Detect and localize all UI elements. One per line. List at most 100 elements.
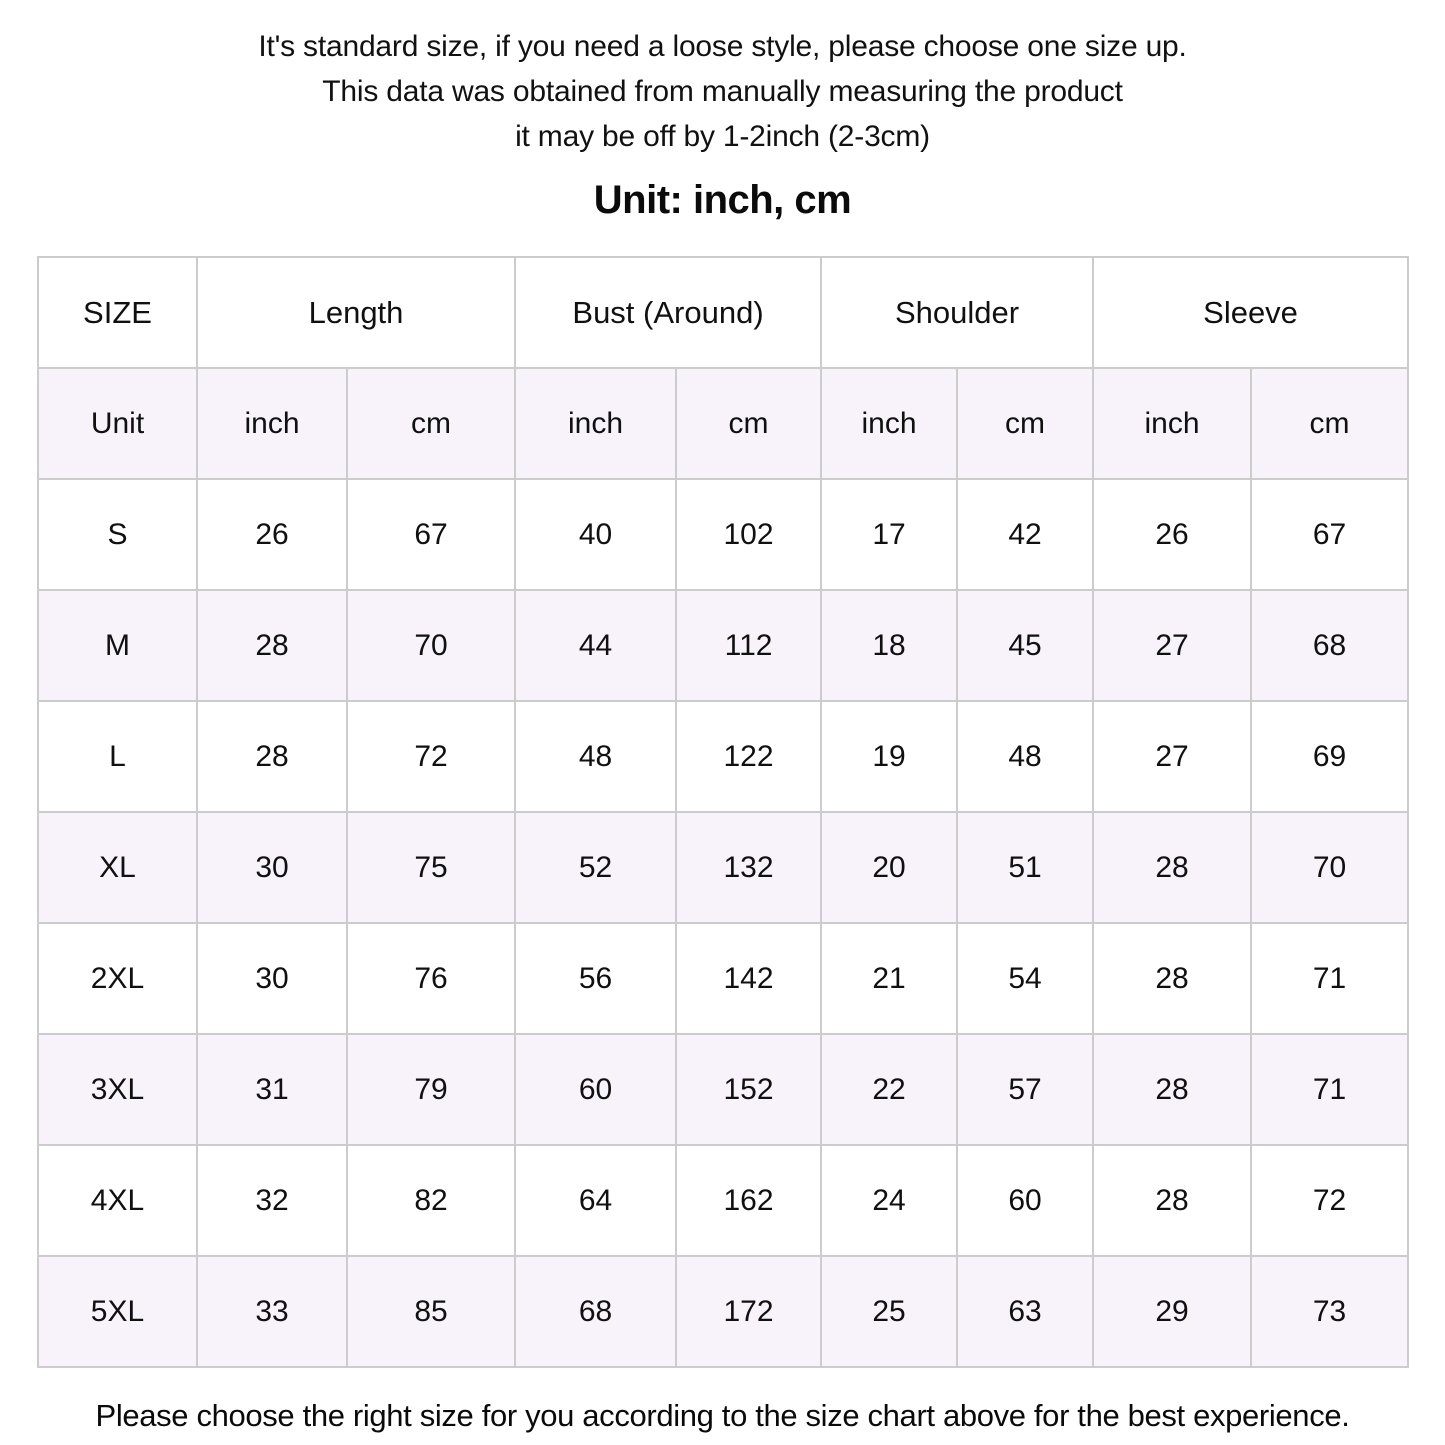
- cell-bust-inch: 68: [514, 1255, 678, 1368]
- cell-bust-cm: 122: [675, 700, 823, 813]
- cell-sleeve-cm: 70: [1250, 811, 1410, 924]
- table-row: 2XL 30 76 56 142 21 54 28 71: [37, 922, 1410, 1035]
- unit-length-cm: cm: [345, 367, 517, 480]
- cell-size: XL: [37, 811, 198, 924]
- cell-sleeve-inch: 28: [1092, 1144, 1253, 1257]
- cell-size: 4XL: [37, 1144, 198, 1257]
- cell-sleeve-cm: 68: [1250, 589, 1410, 702]
- cell-size: L: [37, 700, 198, 813]
- cell-length-inch: 28: [196, 700, 348, 813]
- cell-shoulder-cm: 45: [956, 589, 1095, 702]
- cell-shoulder-inch: 22: [820, 1033, 959, 1146]
- cell-length-cm: 76: [345, 922, 517, 1035]
- cell-sleeve-inch: 29: [1092, 1255, 1253, 1368]
- size-chart-table-container: SIZE Length Bust (Around) Shoulder Sleev…: [37, 256, 1410, 1368]
- cell-shoulder-cm: 54: [956, 922, 1095, 1035]
- cell-sleeve-inch: 28: [1092, 811, 1253, 924]
- cell-sleeve-cm: 73: [1250, 1255, 1410, 1368]
- table-row: 3XL 31 79 60 152 22 57 28 71: [37, 1033, 1410, 1146]
- cell-size: M: [37, 589, 198, 702]
- cell-sleeve-cm: 67: [1250, 478, 1410, 591]
- table-row: L 28 72 48 122 19 48 27 69: [37, 700, 1410, 813]
- cell-sleeve-cm: 71: [1250, 922, 1410, 1035]
- intro-line-3: it may be off by 1-2inch (2-3cm): [515, 120, 930, 153]
- cell-length-cm: 79: [345, 1033, 517, 1146]
- unit-bust-inch: inch: [514, 367, 678, 480]
- cell-shoulder-inch: 20: [820, 811, 959, 924]
- cell-sleeve-inch: 27: [1092, 700, 1253, 813]
- table-unit-row: Unit inch cm inch cm inch cm inch cm: [37, 367, 1410, 480]
- cell-length-cm: 82: [345, 1144, 517, 1257]
- cell-length-inch: 26: [196, 478, 348, 591]
- table-row: S 26 67 40 102 17 42 26 67: [37, 478, 1410, 591]
- intro-line-2: This data was obtained from manually mea…: [322, 75, 1123, 108]
- cell-bust-cm: 142: [675, 922, 823, 1035]
- cell-bust-cm: 162: [675, 1144, 823, 1257]
- header-bust: Bust (Around): [514, 256, 823, 369]
- cell-shoulder-cm: 42: [956, 478, 1095, 591]
- cell-shoulder-inch: 17: [820, 478, 959, 591]
- cell-bust-inch: 48: [514, 700, 678, 813]
- cell-length-cm: 67: [345, 478, 517, 591]
- cell-shoulder-inch: 18: [820, 589, 959, 702]
- cell-length-cm: 75: [345, 811, 517, 924]
- table-row: 5XL 33 85 68 172 25 63 29 73: [37, 1255, 1410, 1368]
- cell-length-inch: 28: [196, 589, 348, 702]
- cell-shoulder-inch: 21: [820, 922, 959, 1035]
- cell-size: 2XL: [37, 922, 198, 1035]
- cell-sleeve-cm: 71: [1250, 1033, 1410, 1146]
- cell-shoulder-cm: 57: [956, 1033, 1095, 1146]
- cell-length-inch: 32: [196, 1144, 348, 1257]
- unit-sleeve-cm: cm: [1250, 367, 1410, 480]
- cell-shoulder-inch: 24: [820, 1144, 959, 1257]
- header-sleeve: Sleeve: [1092, 256, 1410, 369]
- cell-shoulder-cm: 63: [956, 1255, 1095, 1368]
- cell-length-inch: 30: [196, 811, 348, 924]
- intro-paragraph: It's standard size, if you need a loose …: [0, 24, 1445, 159]
- unit-shoulder-cm: cm: [956, 367, 1095, 480]
- cell-size: 3XL: [37, 1033, 198, 1146]
- cell-bust-cm: 112: [675, 589, 823, 702]
- intro-line-1: It's standard size, if you need a loose …: [258, 30, 1187, 63]
- cell-bust-cm: 102: [675, 478, 823, 591]
- size-chart-body: SIZE Length Bust (Around) Shoulder Sleev…: [37, 256, 1410, 1368]
- cell-shoulder-inch: 25: [820, 1255, 959, 1368]
- cell-length-inch: 30: [196, 922, 348, 1035]
- cell-length-cm: 85: [345, 1255, 517, 1368]
- unit-bust-cm: cm: [675, 367, 823, 480]
- header-size: SIZE: [37, 256, 198, 369]
- cell-bust-inch: 40: [514, 478, 678, 591]
- cell-shoulder-inch: 19: [820, 700, 959, 813]
- unit-title: Unit: inch, cm: [593, 178, 852, 222]
- cell-length-cm: 72: [345, 700, 517, 813]
- cell-sleeve-inch: 27: [1092, 589, 1253, 702]
- unit-length-inch: inch: [196, 367, 348, 480]
- cell-shoulder-cm: 51: [956, 811, 1095, 924]
- cell-length-inch: 31: [196, 1033, 348, 1146]
- cell-sleeve-inch: 26: [1092, 478, 1253, 591]
- cell-bust-inch: 56: [514, 922, 678, 1035]
- cell-bust-inch: 60: [514, 1033, 678, 1146]
- cell-size: 5XL: [37, 1255, 198, 1368]
- cell-bust-inch: 64: [514, 1144, 678, 1257]
- table-row: XL 30 75 52 132 20 51 28 70: [37, 811, 1410, 924]
- cell-sleeve-inch: 28: [1092, 1033, 1253, 1146]
- cell-shoulder-cm: 48: [956, 700, 1095, 813]
- footer-note: Please choose the right size for you acc…: [95, 1398, 1350, 1433]
- cell-bust-inch: 44: [514, 589, 678, 702]
- header-length: Length: [195, 256, 517, 369]
- table-row: 4XL 32 82 64 162 24 60 28 72: [37, 1144, 1410, 1257]
- cell-shoulder-cm: 60: [956, 1144, 1095, 1257]
- cell-bust-cm: 132: [675, 811, 823, 924]
- table-header-group-row: SIZE Length Bust (Around) Shoulder Sleev…: [37, 256, 1410, 369]
- cell-sleeve-cm: 72: [1250, 1144, 1410, 1257]
- size-chart-table: SIZE Length Bust (Around) Shoulder Sleev…: [37, 256, 1410, 1368]
- cell-sleeve-cm: 69: [1250, 700, 1410, 813]
- table-row: M 28 70 44 112 18 45 27 68: [37, 589, 1410, 702]
- unit-label: Unit: [37, 367, 198, 480]
- cell-size: S: [37, 478, 198, 591]
- cell-bust-cm: 172: [675, 1255, 823, 1368]
- cell-sleeve-inch: 28: [1092, 922, 1253, 1035]
- unit-shoulder-inch: inch: [820, 367, 959, 480]
